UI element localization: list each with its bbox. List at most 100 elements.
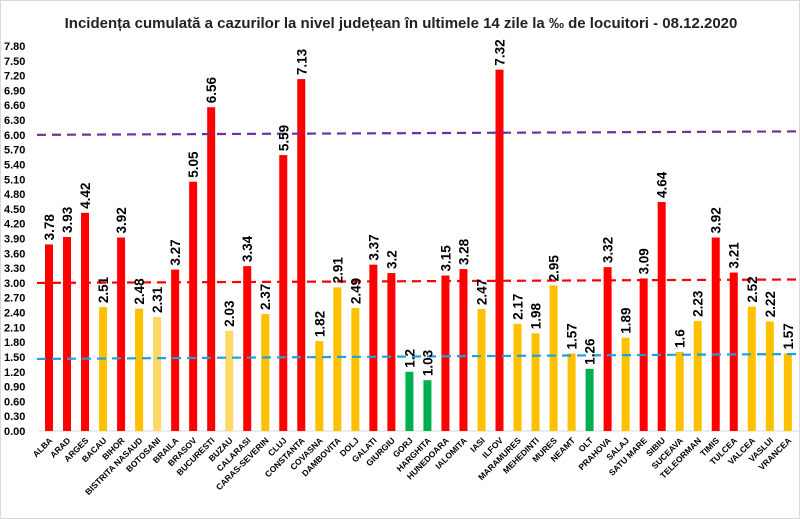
bar-salaj [621,337,630,431]
bar-bihor [117,237,126,431]
data-label: 2.51 [96,276,111,303]
y-tick-label: 3.00 [4,278,25,290]
data-label: 1.57 [781,323,796,349]
bar-botosani [153,316,162,431]
data-label: 2.95 [547,255,562,282]
data-label: 3.34 [240,235,255,262]
data-label: 3.21 [727,242,742,269]
bar-covasna [315,341,324,431]
data-label: 1.26 [583,338,598,365]
data-label: 1.82 [312,311,327,337]
y-tick-label: 6.90 [4,85,25,97]
y-tick-label: 4.50 [4,204,25,216]
y-tick-label: 2.10 [4,322,25,334]
data-label: 2.49 [348,278,363,304]
bar-hunedoara [441,275,450,431]
data-label: 3.93 [60,206,75,233]
bar-arges [81,212,90,431]
y-tick-label: 1.20 [4,367,25,379]
reference-line [36,130,799,136]
bar-ilfov [495,69,504,431]
data-label: 2.47 [474,279,489,305]
bar-neamt [567,353,576,431]
bar-bacau [99,307,108,431]
y-tick-label: 0.30 [4,411,25,423]
bar-brasov [189,181,198,431]
data-label: 3.15 [438,245,453,272]
data-label: 6.56 [204,76,219,103]
bar-mehedinti [531,333,540,431]
bar-calarasi [243,266,252,431]
bar-cluj [279,155,288,432]
y-tick-label: 3.30 [4,263,25,275]
y-tick-label: 7.20 [4,71,25,83]
data-label: 5.59 [276,125,291,151]
y-tick-label: 2.70 [4,293,25,305]
data-label: 1.6 [673,329,688,348]
data-label: 2.22 [763,291,778,317]
data-label: 7.32 [493,39,508,65]
data-label: 2.03 [222,300,237,327]
bar-buzau [225,330,234,431]
bar-mures [549,285,558,431]
bar-dambovita [333,287,342,431]
data-label: 2.31 [150,286,165,313]
data-label: 3.37 [366,234,381,260]
data-label: 7.13 [294,48,309,75]
bar-dolj [351,308,360,431]
data-label: 3.92 [114,207,129,233]
data-label: 1.98 [529,303,544,330]
reference-line [36,278,799,285]
bar-prahova [603,267,612,431]
y-tick-label: 6.30 [4,115,25,127]
data-label: 3.78 [42,214,57,241]
y-tick-label: 0.60 [4,396,25,408]
y-tick-label: 6.60 [4,100,25,112]
data-label: 1.57 [565,323,580,349]
bar-ialomita [459,269,468,431]
bar-suceava [675,352,684,431]
bar-tulcea [729,272,738,431]
bar-vrancea [783,353,792,431]
data-label: 3.27 [168,239,183,265]
y-tick-label: 1.80 [4,337,25,349]
data-label: 1.2 [402,349,417,368]
y-tick-label: 5.70 [4,145,25,157]
data-label: 2.17 [511,294,526,320]
bar-bucuresti [207,107,216,431]
data-label: 3.32 [601,237,616,263]
data-label: 4.64 [655,171,670,198]
bar-olt [585,368,594,431]
y-tick-label: 7.80 [4,41,25,53]
bar-arad [63,237,72,431]
data-label: 3.09 [637,248,652,274]
y-tick-label: 3.90 [4,234,25,246]
reference-lines [36,130,799,361]
bar-vaslui [765,321,774,431]
bar-iasi [477,309,486,431]
data-label: 2.23 [691,290,706,317]
y-tick-label: 4.80 [4,189,25,201]
data-label: 3.28 [456,238,471,265]
y-tick-label: 2.40 [4,308,25,320]
data-label: 1.89 [619,307,634,333]
bar-alba [45,244,53,431]
y-tick-label: 6.00 [4,130,25,142]
y-tick-label: 1.50 [4,352,25,364]
data-label: 2.91 [330,257,345,284]
bars [45,69,792,432]
y-tick-label: 0.90 [4,382,25,394]
y-tick-label: 4.20 [4,219,25,231]
bar-constanta [297,79,306,432]
bar-maramures [513,323,522,431]
bar-gorj [405,371,414,431]
bar-bistrita-nasaud [135,308,144,431]
data-label: 2.52 [745,276,760,302]
y-axis: 0.00 0.30 0.60 0.90 1.20 1.50 1.80 2.10 2.40 2.70… [4,41,799,438]
y-tick-label: 3.60 [4,248,25,260]
data-label: 3.2 [384,250,399,269]
data-label: 2.48 [132,278,147,305]
